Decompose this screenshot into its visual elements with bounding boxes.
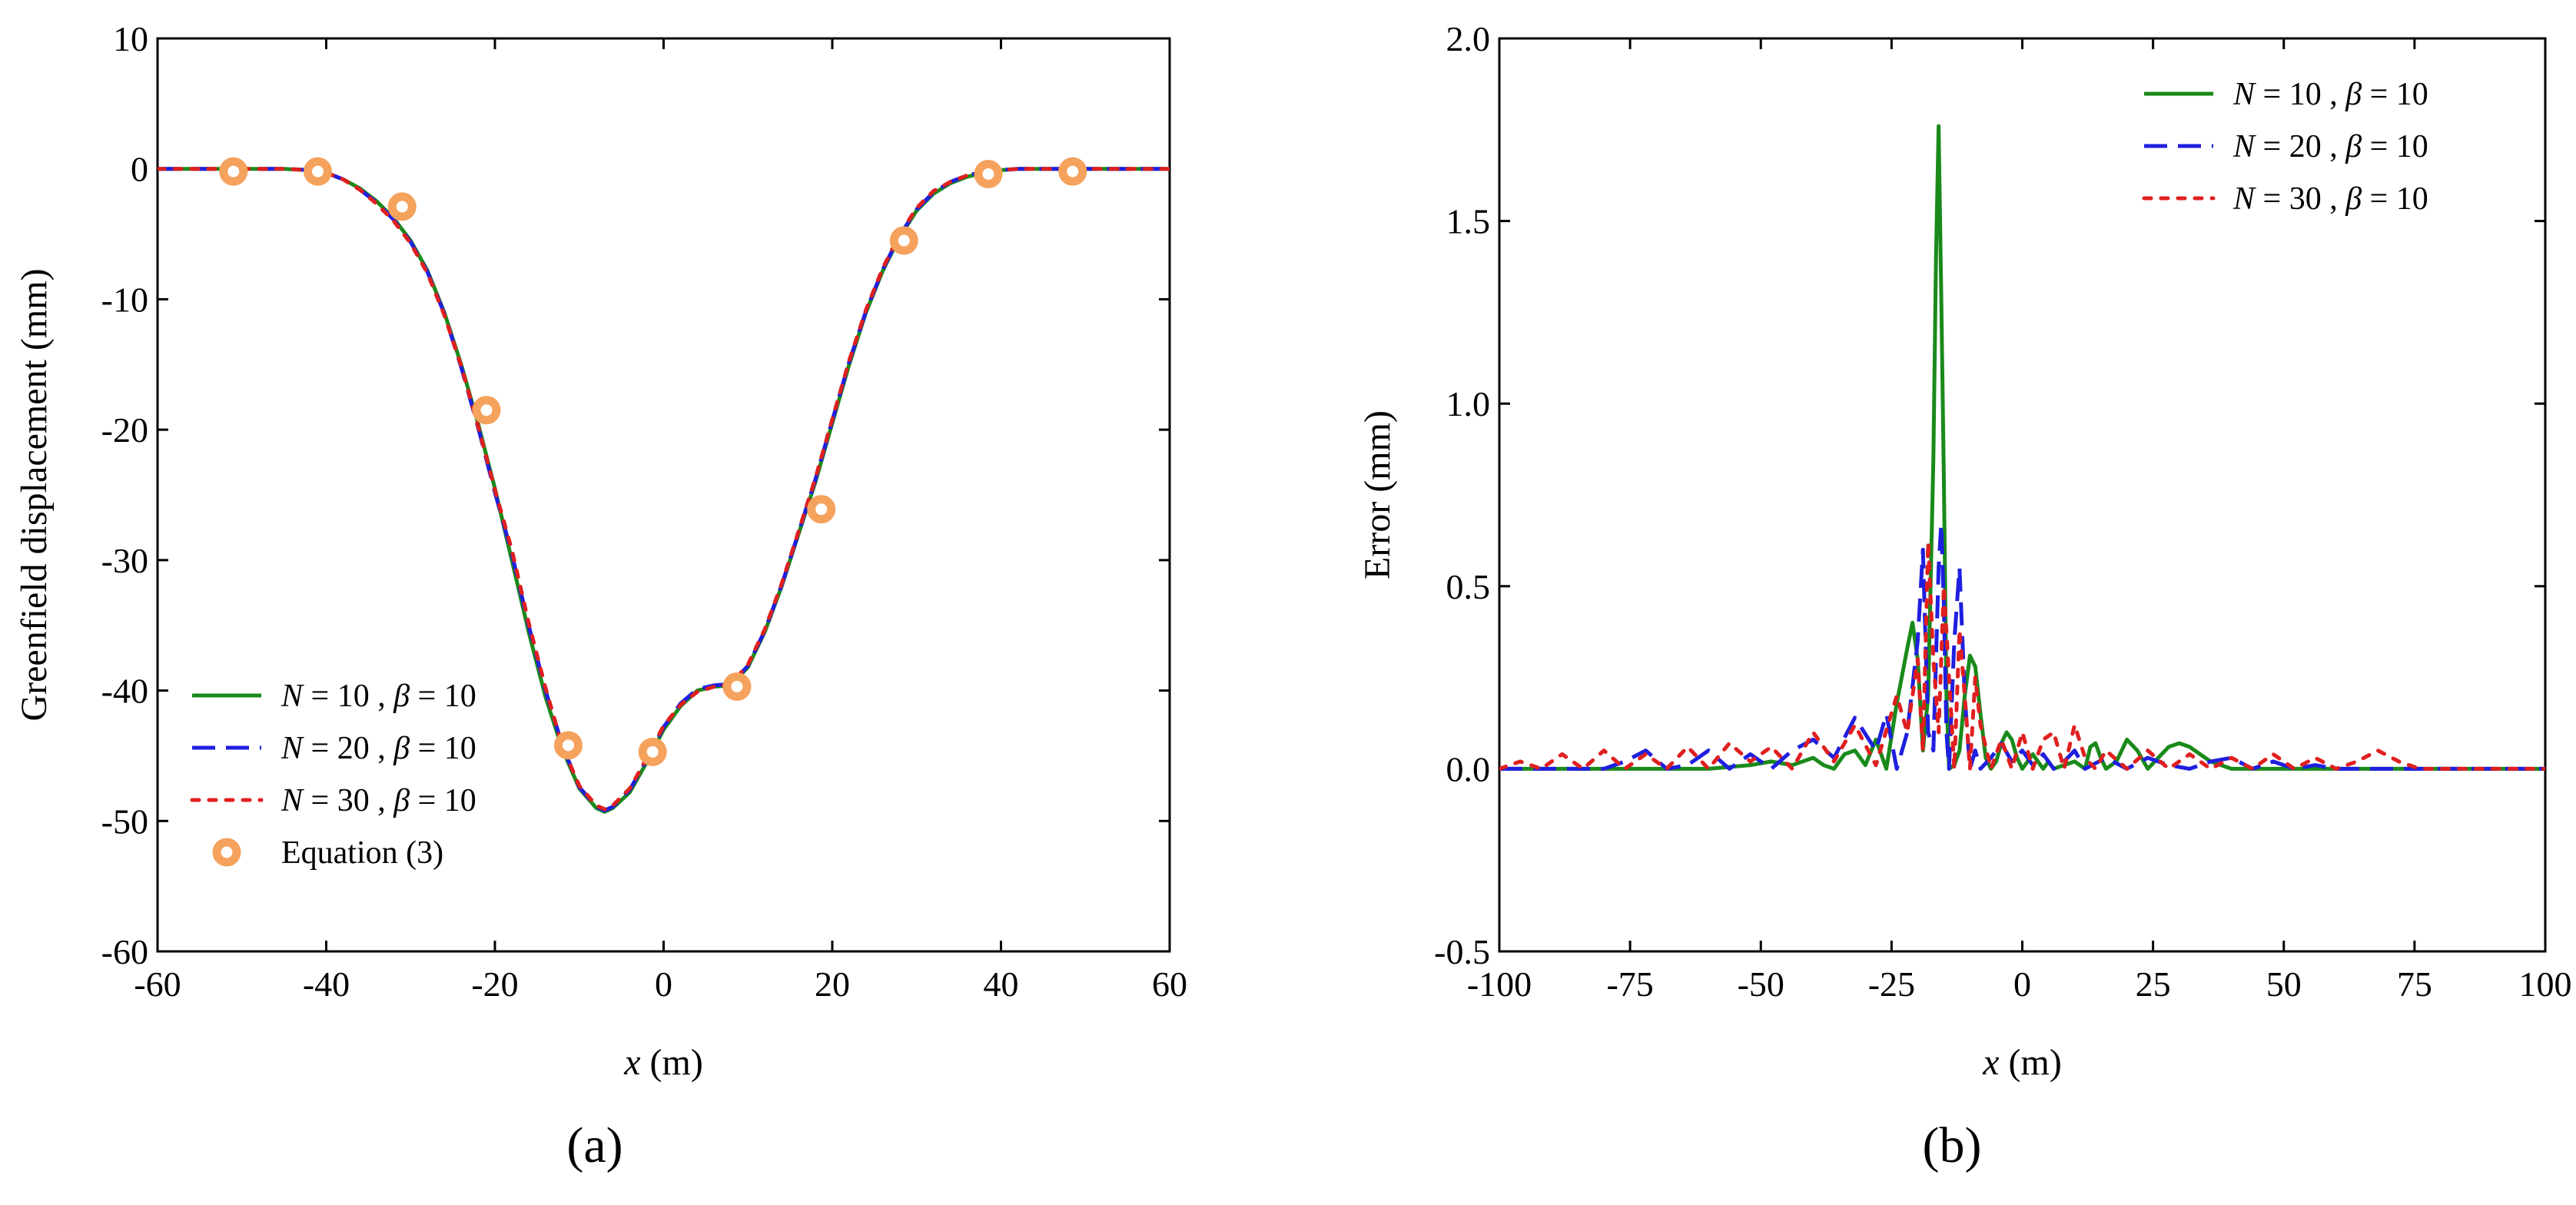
y-tick-label: 0.0 <box>1446 749 1491 788</box>
x-tick-label: 50 <box>2266 964 2302 1004</box>
series-line-1 <box>158 167 1170 814</box>
y-tick-label: 10 <box>113 19 148 58</box>
legend-entry: N = 20 , β = 10 <box>281 731 476 766</box>
series-line-3 <box>1499 540 2545 771</box>
y-tick-label: -10 <box>101 280 148 319</box>
y-tick-label: 0 <box>131 150 148 189</box>
panel-label-a: (a) <box>566 1117 622 1173</box>
y-tick-label: -50 <box>101 802 148 841</box>
equation-marker <box>638 737 667 766</box>
equation-marker <box>472 396 501 425</box>
equation-marker <box>722 672 752 701</box>
x-tick-label: 0 <box>2013 964 2031 1004</box>
y-tick-label: -40 <box>101 672 148 711</box>
equation-marker <box>807 495 836 524</box>
legend-entry: N = 10 , β = 10 <box>281 679 476 714</box>
x-tick-label: -100 <box>1467 964 1532 1004</box>
legend-marker <box>212 838 241 867</box>
series-line-2 <box>1499 522 2545 771</box>
x-tick-label: -25 <box>1868 964 1915 1004</box>
plot-frame <box>1498 37 2547 953</box>
equation-marker <box>387 192 417 221</box>
x-tick-label: 0 <box>655 964 672 1004</box>
legend-entry: N = 30 , β = 10 <box>2232 181 2428 217</box>
x-tick-label: 75 <box>2397 964 2432 1004</box>
legend-entry: Equation (3) <box>281 835 443 871</box>
x-tick-label: -40 <box>303 964 350 1004</box>
equation-marker <box>219 157 248 186</box>
legend-entry: N = 30 , β = 10 <box>281 783 476 818</box>
y-tick-label: -60 <box>101 932 148 971</box>
series-line-2 <box>158 167 1170 813</box>
legend-entry: N = 10 , β = 10 <box>2232 77 2428 112</box>
panel-a-chart: -60 -40 -20 0 20 40 60 -60 -50 -40 -30 -20 -10 0 10 x (… <box>14 19 1187 1083</box>
equation-marker <box>304 157 333 186</box>
equation-marker <box>553 731 583 760</box>
x-tick-label: -75 <box>1606 964 1653 1004</box>
x-tick-label: -50 <box>1738 964 1784 1004</box>
x-tick-label: -60 <box>134 964 181 1004</box>
x-tick-label: -20 <box>471 964 518 1004</box>
panel-b-chart: -100 -75 -50 -25 0 25 50 75 100 -0.5 0.0 0.5 1.0 1.5 2… <box>1357 19 2572 1083</box>
x-tick-label: 25 <box>2136 964 2171 1004</box>
equation-marker <box>974 160 1003 189</box>
equation-marker <box>1058 157 1087 186</box>
panel-label-b: (b) <box>1923 1117 1982 1173</box>
y-tick-label: 1.0 <box>1446 384 1491 423</box>
y-axis-title: Greenfield displacement (mm) <box>14 268 55 721</box>
y-axis-title: Error (mm) <box>1357 410 1398 579</box>
y-tick-label: 0.5 <box>1446 567 1491 606</box>
x-tick-label: 40 <box>984 964 1019 1004</box>
series-line-1 <box>1499 124 2545 771</box>
x-tick-label: 20 <box>815 964 850 1004</box>
y-tick-label: 2.0 <box>1446 19 1491 58</box>
legend: N = 10 , β = 10 N = 20 , β = 10 N = 30 , β… <box>190 679 476 871</box>
x-axis-title: x (m) <box>623 1042 703 1083</box>
y-tick-label: -30 <box>101 541 148 580</box>
x-axis-title: x (m) <box>1982 1042 2062 1083</box>
y-tick-label: -20 <box>101 410 148 450</box>
equation-marker <box>889 226 918 255</box>
x-tick-label: 100 <box>2519 964 2572 1004</box>
x-tick-label: 60 <box>1152 964 1187 1004</box>
legend: N = 10 , β = 10 N = 20 , β = 10 N = 30 , β… <box>2142 77 2428 217</box>
y-tick-label: 1.5 <box>1446 202 1491 241</box>
y-tick-label: -0.5 <box>1434 932 1490 971</box>
legend-entry: N = 20 , β = 10 <box>2232 129 2428 164</box>
